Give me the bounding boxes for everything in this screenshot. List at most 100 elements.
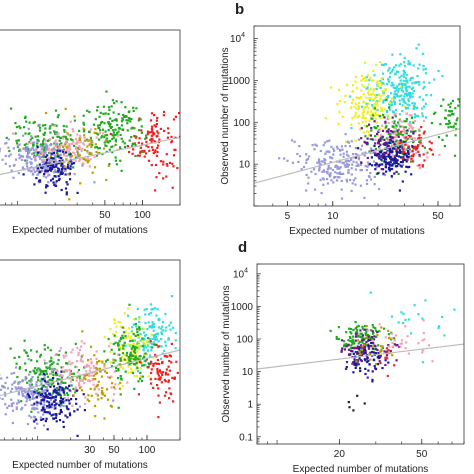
data-point [58,375,61,378]
data-point [146,327,149,331]
data-point [368,150,371,153]
data-point [60,370,63,373]
x-tick-label: 5 [285,211,291,222]
data-point [66,392,69,395]
data-point [103,363,106,366]
data-point [348,336,352,339]
data-point [132,346,135,349]
data-point [372,358,375,361]
data-point [400,141,403,144]
data-point [40,155,43,159]
data-point [97,388,100,391]
data-point [408,148,411,151]
data-point [155,176,158,179]
data-point [132,333,135,336]
data-point [81,389,84,392]
data-point [377,352,380,355]
data-point [147,145,150,149]
data-point [404,325,407,328]
data-point [40,148,43,151]
data-point [7,146,10,149]
data-point [394,159,397,163]
data-point [302,165,306,169]
data-point [15,406,18,409]
data-point [43,344,46,347]
data-point [115,369,118,372]
data-point [30,416,33,419]
data-point [45,186,48,189]
data-point [54,154,57,157]
data-point [158,362,161,366]
data-point [90,360,93,364]
data-point [394,103,397,106]
x-axis-label: Expected number of mutations [289,226,425,237]
data-point [126,359,130,362]
data-point [47,394,50,397]
data-point [138,328,141,331]
data-point [61,398,64,401]
data-point [30,379,33,382]
data-point [124,370,127,373]
data-point [150,326,153,329]
data-point [103,365,106,368]
data-point [404,347,407,350]
data-point [117,342,120,345]
data-point [386,374,389,378]
data-point [107,141,110,144]
data-point [412,104,415,107]
data-point [18,125,21,128]
data-point [462,98,464,100]
data-point [406,93,409,96]
data-point [447,122,450,125]
data-point [152,323,155,326]
data-point [59,172,62,175]
data-point [41,161,44,164]
data-point [366,74,370,77]
data-point [355,347,358,350]
data-point [114,359,117,362]
data-point [117,320,120,324]
data-point [16,144,20,147]
data-point [121,118,125,121]
data-point [350,340,353,344]
data-point [338,110,341,114]
data-point [170,135,173,138]
data-point [318,163,321,166]
data-point [402,61,406,64]
data-point [422,81,425,84]
data-point [405,154,408,157]
data-point [4,403,7,406]
data-point [414,82,417,85]
data-point [305,189,308,192]
data-point [373,338,376,341]
data-point [134,155,137,158]
data-point [42,162,45,165]
data-point [50,157,53,160]
data-point [375,166,378,169]
data-point [166,164,169,167]
data-point [44,124,47,127]
data-point [67,150,70,153]
data-point [96,105,99,109]
data-point [59,347,62,350]
data-point [139,339,142,342]
data-point [379,350,382,353]
data-point [371,370,374,373]
data-point [397,140,400,143]
data-point [416,145,419,148]
data-point [13,356,16,359]
data-point [348,145,352,148]
data-point [49,131,52,134]
data-point [130,347,133,350]
data-point [405,88,408,91]
data-point [73,119,76,122]
panel-letter: b [235,1,244,18]
data-point [90,141,93,144]
data-point [149,362,152,365]
data-point [65,181,68,184]
data-point [83,382,86,385]
data-point [90,374,93,377]
data-point [58,159,61,163]
data-point [28,396,31,399]
data-point [118,348,121,351]
